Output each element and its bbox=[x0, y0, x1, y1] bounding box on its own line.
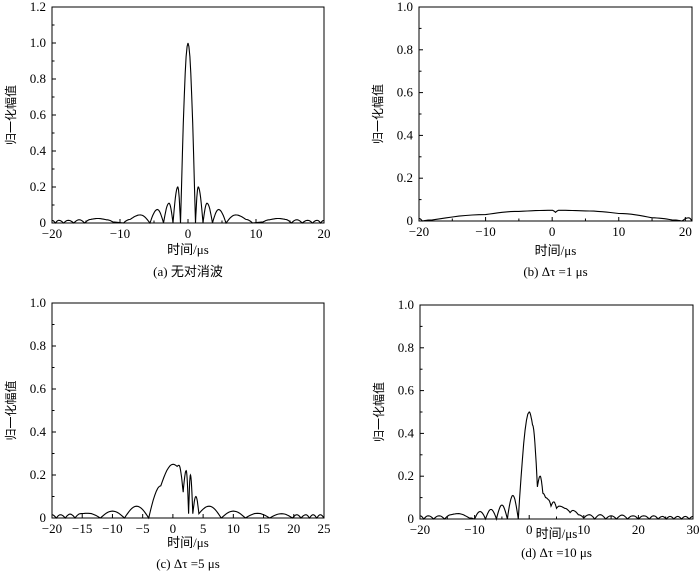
y-tick-label: 1.0 bbox=[30, 35, 46, 50]
plot-frame bbox=[418, 6, 693, 222]
subplot-c: 0 0.2 0.4 0.6 0.8 1.0 −20 −15 −10 −5 0 5 10 15 20 25 时间/… bbox=[3, 295, 331, 571]
y-axis-label: 归一化幅值 bbox=[371, 382, 386, 442]
subplot-d: 0 0.2 0.4 0.6 0.8 1.0 −20 −10 0 10 20 30 时间/μs (d) Δτ… bbox=[371, 297, 700, 560]
x-tick-label: 10 bbox=[227, 521, 240, 536]
y-tick-label: 0.8 bbox=[397, 42, 413, 57]
x-tick-label: −10 bbox=[475, 224, 495, 239]
x-tick-label: 20 bbox=[318, 226, 331, 241]
subplot-caption: (b) Δτ =1 μs bbox=[523, 264, 587, 279]
y-tick-label: 0.6 bbox=[398, 383, 415, 398]
x-tick-label: 30 bbox=[687, 522, 700, 537]
y-tick-label: 0 bbox=[40, 510, 47, 525]
x-tick-label: −20 bbox=[42, 226, 62, 241]
x-tick-label: 0 bbox=[549, 224, 556, 239]
y-tick-label: 0.8 bbox=[398, 340, 414, 355]
y-tick-label: 1.0 bbox=[30, 295, 46, 310]
y-tick-label: 0.2 bbox=[30, 179, 46, 194]
y-axis-label: 归一化幅值 bbox=[3, 380, 18, 440]
y-tick-label: 0.8 bbox=[30, 338, 46, 353]
data-curve bbox=[419, 411, 694, 521]
x-tick-label: 20 bbox=[679, 224, 692, 239]
x-axis-label: 时间/μs bbox=[536, 526, 578, 541]
x-tick-label: 10 bbox=[612, 224, 625, 239]
x-tick-label: −5 bbox=[136, 521, 150, 536]
subplot-caption: (a) 无对消波 bbox=[153, 264, 223, 279]
data-curve bbox=[51, 42, 325, 225]
subplot-caption: (d) Δτ =10 μs bbox=[521, 545, 592, 560]
y-tick-label: 1.0 bbox=[398, 297, 414, 312]
x-tick-label: −20 bbox=[410, 522, 430, 537]
x-tick-label: 10 bbox=[577, 522, 590, 537]
y-tick-label: 0 bbox=[407, 213, 414, 228]
y-tick-label: 0.8 bbox=[30, 71, 46, 86]
y-tick-label: 0.6 bbox=[30, 381, 47, 396]
x-tick-label: −20 bbox=[409, 224, 429, 239]
x-tick-label: −15 bbox=[72, 521, 92, 536]
x-tick-label: −10 bbox=[110, 226, 130, 241]
y-tick-label: 0.2 bbox=[30, 467, 46, 482]
y-axis-label: 归一化幅值 bbox=[3, 85, 18, 145]
x-axis-label: 时间/μs bbox=[535, 243, 577, 258]
y-tick-label: 1.0 bbox=[397, 0, 413, 14]
y-tick-label: 0.6 bbox=[397, 85, 414, 100]
data-curve bbox=[418, 209, 693, 222]
y-tick-label: 0.6 bbox=[30, 107, 47, 122]
x-tick-label: 5 bbox=[200, 521, 207, 536]
y-axis-label: 归一化幅值 bbox=[370, 84, 385, 144]
y-tick-label: 0.2 bbox=[398, 468, 414, 483]
x-tick-label: 0 bbox=[526, 522, 533, 537]
y-tick-label: 0.4 bbox=[398, 425, 415, 440]
data-curve bbox=[52, 463, 325, 520]
x-tick-label: 0 bbox=[170, 521, 177, 536]
x-tick-label: 0 bbox=[185, 226, 192, 241]
y-tick-label: 1.2 bbox=[30, 0, 46, 14]
x-tick-label: −10 bbox=[102, 521, 122, 536]
y-tick-label: 0 bbox=[40, 215, 47, 230]
y-tick-label: 0.4 bbox=[30, 424, 47, 439]
x-axis-label: 时间/μs bbox=[167, 242, 209, 257]
x-tick-label: −20 bbox=[42, 521, 62, 536]
x-tick-label: −10 bbox=[464, 522, 484, 537]
x-tick-label: 25 bbox=[318, 521, 331, 536]
y-tick-label: 0.4 bbox=[397, 127, 414, 142]
x-axis-label: 时间/μs bbox=[167, 535, 209, 550]
subplot-caption: (c) Δτ =5 μs bbox=[156, 556, 220, 571]
y-tick-label: 0 bbox=[408, 511, 415, 526]
plot-frame bbox=[419, 304, 694, 520]
plot-frame bbox=[51, 6, 325, 224]
y-tick-label: 0.2 bbox=[397, 170, 413, 185]
subplot-a: 0 0.2 0.4 0.6 0.8 1.0 1.2 −20 −10 0 10 20 时间/μs (a) 无… bbox=[3, 0, 331, 279]
x-tick-label: 15 bbox=[257, 521, 270, 536]
x-tick-label: 10 bbox=[250, 226, 263, 241]
subplot-b: 0 0.2 0.4 0.6 0.8 1.0 −20 −10 0 10 20 时间/μs (b) Δτ =… bbox=[370, 0, 693, 279]
x-tick-label: 20 bbox=[632, 522, 645, 537]
y-tick-label: 0.4 bbox=[30, 143, 47, 158]
x-tick-label: 20 bbox=[287, 521, 300, 536]
